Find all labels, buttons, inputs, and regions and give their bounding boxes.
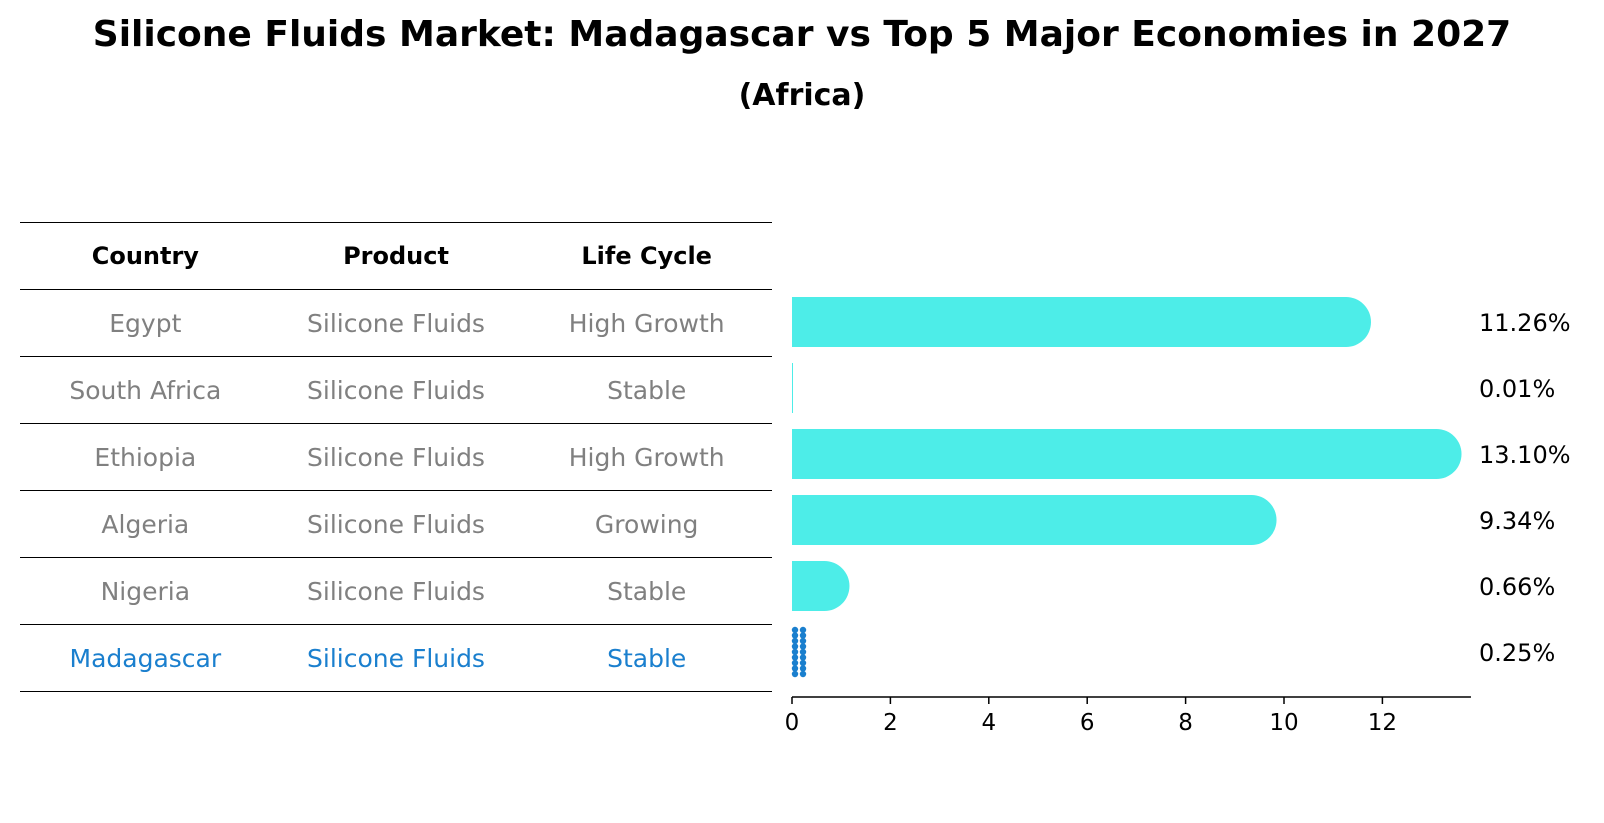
column-header-product: Product — [343, 242, 449, 270]
value-label: 0.66% — [1479, 573, 1555, 601]
life-cycle-cell: Growing — [594, 509, 699, 539]
x-tick-label: 0 — [785, 710, 800, 736]
product-cell: Silicone Fluids — [307, 576, 485, 606]
table-row: Ethiopia Silicone Fluids High Growth — [20, 423, 772, 490]
product-cell: Silicone Fluids — [307, 509, 485, 539]
table-row: South Africa Silicone Fluids Stable — [20, 356, 772, 423]
bar-nigeria — [792, 561, 850, 611]
product-cell: Silicone Fluids — [307, 442, 485, 472]
page-title: Silicone Fluids Market: Madagascar vs To… — [92, 14, 1512, 55]
life-cycle-cell: Stable — [607, 643, 687, 673]
bar-south-africa — [792, 363, 793, 413]
country-cell: Egypt — [109, 308, 182, 338]
value-label: 11.26% — [1479, 309, 1571, 337]
x-tick-label: 10 — [1269, 710, 1298, 736]
table-row-highlight: Madagascar Silicone Fluids Stable — [20, 624, 772, 692]
product-cell: Silicone Fluids — [307, 375, 485, 405]
page-subtitle: (Africa) — [738, 78, 866, 113]
x-tick-label: 6 — [1080, 710, 1095, 736]
x-tick-label: 2 — [883, 710, 898, 736]
country-cell: Ethiopia — [94, 442, 197, 472]
column-header-country: Country — [91, 242, 199, 270]
table-row: Nigeria Silicone Fluids Stable — [20, 557, 772, 624]
life-cycle-cell: Stable — [607, 576, 687, 606]
table-row: Algeria Silicone Fluids Growing — [20, 490, 772, 557]
country-cell: Madagascar — [69, 643, 222, 673]
value-label: 13.10% — [1479, 441, 1571, 469]
column-header-life-cycle: Life Cycle — [581, 242, 712, 270]
value-label: 0.01% — [1479, 375, 1555, 403]
value-label: 9.34% — [1479, 507, 1555, 535]
life-cycle-cell: High Growth — [568, 308, 725, 338]
product-cell: Silicone Fluids — [307, 643, 485, 673]
bar-egypt — [792, 297, 1371, 347]
bar-madagascar — [791, 626, 807, 678]
country-cell: Algeria — [101, 509, 190, 539]
bar-algeria — [792, 495, 1277, 545]
table-header-row: Country Product Life Cycle — [20, 222, 772, 289]
data-table: Country Product Life Cycle Egypt Silicon… — [20, 222, 772, 692]
x-tick-label: 8 — [1178, 710, 1193, 736]
table-row: Egypt Silicone Fluids High Growth — [20, 289, 772, 356]
value-label: 0.25% — [1479, 639, 1555, 667]
country-cell: South Africa — [69, 375, 222, 405]
bar-ethiopia — [792, 429, 1462, 479]
country-cell: Nigeria — [100, 576, 191, 606]
life-cycle-cell: High Growth — [568, 442, 725, 472]
life-cycle-cell: Stable — [607, 375, 687, 405]
product-cell: Silicone Fluids — [307, 308, 485, 338]
x-tick-label: 12 — [1368, 710, 1397, 736]
x-tick-label: 4 — [981, 710, 996, 736]
